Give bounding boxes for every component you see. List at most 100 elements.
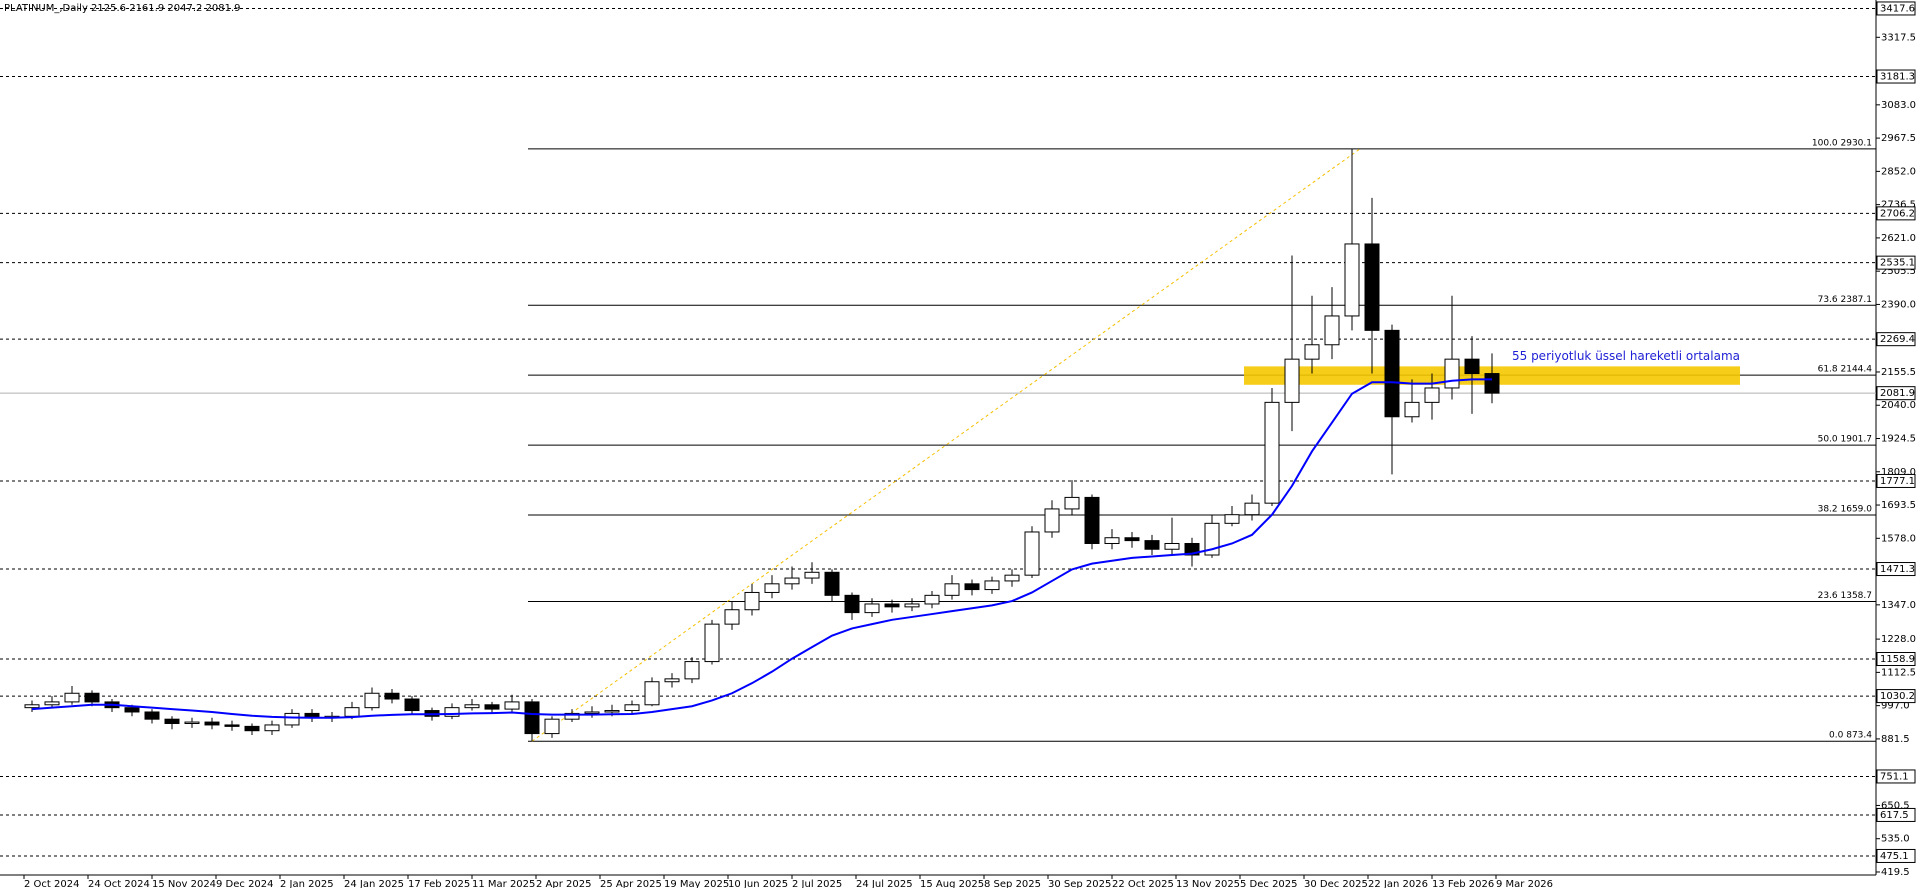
level-label: 751.1 bbox=[1880, 771, 1909, 782]
x-tick-label: 19 May 2025 bbox=[664, 879, 729, 888]
candle-body bbox=[584, 711, 600, 714]
fib-label: 38.2 1659.0 bbox=[1818, 504, 1873, 514]
y-tick-label: 2390.0 bbox=[1881, 299, 1916, 310]
y-tick-label: 997.0 bbox=[1881, 701, 1910, 712]
candle-body bbox=[804, 571, 820, 579]
y-tick-label: 881.5 bbox=[1881, 734, 1910, 745]
candle-body bbox=[524, 701, 540, 735]
candle-body bbox=[264, 724, 280, 732]
candle-body bbox=[164, 718, 180, 725]
candle-body bbox=[944, 583, 960, 596]
candle-body bbox=[244, 725, 260, 732]
candle-body bbox=[1404, 401, 1420, 418]
candle-body bbox=[644, 681, 660, 706]
candle-body bbox=[1464, 358, 1480, 375]
candle-body bbox=[24, 704, 40, 709]
fib-label: 23.6 1358.7 bbox=[1818, 591, 1872, 601]
candle-body bbox=[504, 701, 520, 710]
x-tick-label: 2 Oct 2024 bbox=[24, 879, 79, 888]
candle-body bbox=[484, 704, 500, 710]
candle-body bbox=[224, 724, 240, 727]
candle-body bbox=[1304, 344, 1320, 360]
current-price-box bbox=[1876, 386, 1916, 401]
y-tick-label: 419.5 bbox=[1881, 867, 1910, 878]
candle-body bbox=[724, 609, 740, 625]
annotation: 55 periyotluk üssel hareketli ortalama bbox=[1512, 349, 1740, 363]
candle-body bbox=[364, 692, 380, 709]
level-box bbox=[1876, 562, 1916, 577]
x-tick-label: 24 Oct 2024 bbox=[88, 879, 150, 888]
level-label: 617.5 bbox=[1880, 810, 1909, 821]
level-label: 2535.1 bbox=[1880, 258, 1915, 269]
x-tick-label: 11 Mar 2025 bbox=[472, 879, 535, 888]
x-tick-label: 30 Dec 2025 bbox=[1304, 879, 1368, 888]
level-box bbox=[1876, 652, 1916, 667]
y-tick-label: 2621.0 bbox=[1881, 233, 1916, 244]
candle-body bbox=[564, 712, 580, 720]
fib-label: 50.0 1901.7 bbox=[1818, 435, 1872, 445]
fib-label: 73.6 2387.1 bbox=[1818, 295, 1872, 305]
level-label: 3181.3 bbox=[1880, 72, 1915, 83]
x-tick-label: 2 Jan 2025 bbox=[280, 879, 334, 888]
candle-body bbox=[1224, 514, 1240, 524]
candle-body bbox=[1204, 522, 1220, 556]
level-box bbox=[1876, 807, 1916, 822]
x-tick-label: 2 Apr 2025 bbox=[536, 879, 591, 888]
candle-body bbox=[744, 591, 760, 611]
x-tick-label: 22 Jan 2026 bbox=[1368, 879, 1428, 888]
trend-line bbox=[531, 148, 1361, 742]
x-tick-label: 24 Jul 2025 bbox=[856, 879, 913, 888]
level-box bbox=[1876, 332, 1916, 347]
candle-body bbox=[444, 707, 460, 717]
candle-body bbox=[1444, 358, 1460, 389]
level-box bbox=[1876, 473, 1916, 488]
candle-body bbox=[704, 623, 720, 663]
x-tick-label: 25 Apr 2025 bbox=[600, 879, 662, 888]
y-tick-label: 2967.5 bbox=[1881, 133, 1916, 144]
candle-body bbox=[144, 711, 160, 720]
candle-body bbox=[1344, 243, 1360, 317]
x-tick-label: 9 Mar 2026 bbox=[1496, 879, 1553, 888]
y-tick-label: 2505.5 bbox=[1881, 266, 1916, 277]
level-label: 1158.9 bbox=[1880, 654, 1915, 665]
candle-body bbox=[1324, 315, 1340, 346]
candle-body bbox=[1264, 401, 1280, 504]
candle-body bbox=[884, 603, 900, 608]
y-tick-label: 1693.5 bbox=[1881, 500, 1916, 511]
candle-body bbox=[384, 692, 400, 700]
fib-label: 0.0 873.4 bbox=[1829, 731, 1872, 741]
x-tick-label: 13 Nov 2025 bbox=[1176, 879, 1240, 888]
candle-body bbox=[1164, 542, 1180, 550]
candle-body bbox=[1284, 358, 1300, 403]
level-box bbox=[1876, 848, 1916, 863]
level-label: 1030.2 bbox=[1880, 691, 1915, 702]
level-box bbox=[1876, 69, 1916, 84]
level-label: 1471.3 bbox=[1880, 564, 1915, 575]
y-tick-label: 2852.0 bbox=[1881, 166, 1916, 177]
candle-body bbox=[184, 721, 200, 725]
candle-body bbox=[344, 707, 360, 717]
x-tick-label: 13 Feb 2026 bbox=[1432, 879, 1494, 888]
candle-body bbox=[1244, 502, 1260, 516]
candle-body bbox=[664, 678, 680, 683]
y-tick-label: 650.5 bbox=[1881, 800, 1910, 811]
candle-body bbox=[1004, 574, 1020, 582]
candle-body bbox=[1064, 496, 1080, 510]
candle-body bbox=[44, 701, 60, 706]
candle-body bbox=[684, 661, 700, 680]
x-tick-label: 22 Oct 2025 bbox=[1112, 879, 1174, 888]
level-label: 2269.4 bbox=[1880, 334, 1915, 345]
candle-body bbox=[1384, 329, 1400, 418]
x-tick-label: 24 Jan 2025 bbox=[344, 879, 404, 888]
candle-body bbox=[124, 707, 140, 713]
candle-body bbox=[1424, 387, 1440, 403]
candle-body bbox=[204, 721, 220, 726]
x-tick-label: 30 Sep 2025 bbox=[1048, 879, 1111, 888]
candle-body bbox=[984, 580, 1000, 591]
candle-body bbox=[1484, 373, 1500, 394]
fib-label: 61.8 2144.4 bbox=[1818, 365, 1873, 375]
y-tick-label: 1228.0 bbox=[1881, 634, 1916, 645]
candle-body bbox=[1364, 243, 1380, 331]
